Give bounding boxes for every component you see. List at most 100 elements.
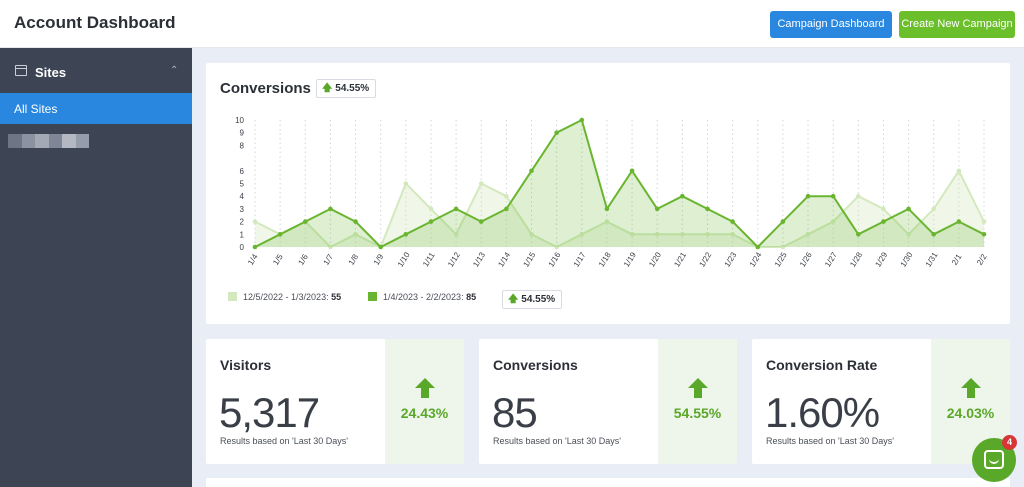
visitors-stat-card: Visitors 5,317 Results based on 'Last 30… <box>206 339 464 464</box>
conversions-stat-card: Conversions 85 Results based on 'Last 30… <box>479 339 737 464</box>
sites-label: Sites <box>35 65 67 80</box>
sites-section-header[interactable]: Sites ⌃ <box>0 48 192 93</box>
x-tick-label: 1/21 <box>672 250 688 268</box>
data-point <box>856 232 861 237</box>
stat-value: 5,317 <box>219 389 320 436</box>
arrow-up-icon: 🡅 <box>508 294 519 305</box>
stat-note: Results based on 'Last 30 Days' <box>493 436 622 446</box>
arrow-up-icon <box>931 377 1010 404</box>
chart-title: Conversions <box>220 80 311 97</box>
stat-value: 85 <box>492 389 538 436</box>
x-tick-label: 1/26 <box>798 250 814 268</box>
create-new-campaign-button[interactable]: Create New Campaign <box>899 11 1015 38</box>
data-point <box>428 206 434 212</box>
x-tick-label: 1/28 <box>848 250 864 268</box>
legend-previous-label: 12/5/2022 - 1/3/2023: <box>243 292 329 302</box>
y-tick-label: 4 <box>240 192 245 201</box>
data-point <box>302 219 308 224</box>
stat-change-panel: 24.43% <box>385 339 464 464</box>
data-point <box>378 244 383 250</box>
arrow-up-icon <box>658 377 737 404</box>
x-tick-label: 1/30 <box>899 250 915 268</box>
data-point <box>252 244 258 250</box>
page-title: Account Dashboard <box>14 13 176 32</box>
data-point <box>604 206 610 212</box>
sidebar-item-redacted-site[interactable] <box>8 134 89 148</box>
x-tick-label: 1/12 <box>446 250 462 268</box>
data-point <box>252 219 258 224</box>
arrow-up-icon <box>385 377 464 404</box>
data-point <box>755 244 761 250</box>
x-tick-label: 1/20 <box>647 250 663 268</box>
x-tick-label: 1/10 <box>396 250 412 268</box>
data-point <box>428 219 434 224</box>
data-point <box>956 219 962 224</box>
data-point <box>730 232 735 237</box>
data-point <box>654 232 660 237</box>
stat-title: Conversion Rate <box>766 357 878 373</box>
data-point <box>830 219 836 224</box>
data-point <box>956 168 962 174</box>
legend-swatch-previous <box>228 292 237 301</box>
series-line-1 <box>254 119 985 248</box>
sidebar-item-all-sites[interactable]: All Sites <box>0 93 192 124</box>
x-tick-label: 1/22 <box>697 250 713 268</box>
data-point <box>453 206 459 212</box>
y-tick-label: 1 <box>240 230 245 239</box>
data-point <box>780 244 786 250</box>
stat-note: Results based on 'Last 30 Days' <box>220 436 349 446</box>
stat-note: Results based on 'Last 30 Days' <box>766 436 895 446</box>
stat-title: Conversions <box>493 357 578 373</box>
conversions-line-chart: 0 1 2 3 4 5 6 8 9 10 1/4 1/5 1/6 1/7 1/8 1/9 1/10 1/11 1/1… <box>235 116 989 269</box>
y-tick-label: 0 <box>240 243 245 252</box>
stat-title: Visitors <box>220 357 272 373</box>
data-point <box>453 232 459 237</box>
data-point <box>881 219 886 224</box>
data-point <box>579 232 585 237</box>
x-tick-label: 1/14 <box>496 250 512 268</box>
data-point <box>328 206 333 212</box>
y-tick-label: 3 <box>240 205 245 214</box>
calendar-icon <box>15 65 27 76</box>
data-point <box>504 193 509 199</box>
data-point <box>705 232 710 237</box>
x-tick-label: 1/5 <box>271 252 285 267</box>
x-tick-label: 1/13 <box>471 250 487 268</box>
campaign-dashboard-button[interactable]: Campaign Dashboard <box>770 11 892 38</box>
x-tick-label: 1/11 <box>421 250 437 268</box>
data-point <box>981 232 987 237</box>
legend-item-previous: 12/5/2022 - 1/3/2023: 55 <box>228 292 341 302</box>
y-tick-label: 9 <box>240 129 245 138</box>
data-point <box>629 168 635 174</box>
conversions-chart-card: Conversions 🡅 54.55% 0 1 2 3 4 5 6 8 9 10 1/4 1/5 1/6… <box>206 63 1010 324</box>
stat-change-pct: 24.03% <box>946 405 995 421</box>
legend-change-badge: 🡅 54.55% <box>502 290 563 309</box>
data-point <box>529 168 534 174</box>
data-point <box>931 206 937 212</box>
x-tick-label: 1/31 <box>924 250 940 268</box>
data-point <box>604 219 610 224</box>
x-tick-label: 1/29 <box>873 250 889 268</box>
chevron-up-icon[interactable]: ⌃ <box>170 65 179 76</box>
badge-pct: 54.55% <box>335 83 370 94</box>
x-tick-label: 1/7 <box>322 252 336 267</box>
data-point <box>830 193 836 199</box>
legend-change-pct: 54.55% <box>521 294 556 305</box>
data-point <box>529 232 534 237</box>
chat-notification-badge: 4 <box>1002 435 1017 450</box>
stat-change-panel: 54.55% <box>658 339 737 464</box>
stat-change-pct: 24.43% <box>400 405 449 421</box>
x-tick-label: 1/18 <box>597 250 613 268</box>
chat-launcher-button[interactable]: 4 <box>972 435 1017 482</box>
stat-change-pct: 54.55% <box>673 405 722 421</box>
data-point <box>328 244 333 250</box>
x-tick-label: 1/27 <box>823 250 839 268</box>
data-point <box>805 193 811 199</box>
data-point <box>906 206 911 212</box>
data-point <box>403 181 409 186</box>
x-tick-label: 1/23 <box>723 250 739 268</box>
data-point <box>780 219 786 224</box>
x-tick-label: 1/15 <box>521 250 537 268</box>
data-point <box>277 232 283 237</box>
arrow-up-icon: 🡅 <box>322 83 333 94</box>
